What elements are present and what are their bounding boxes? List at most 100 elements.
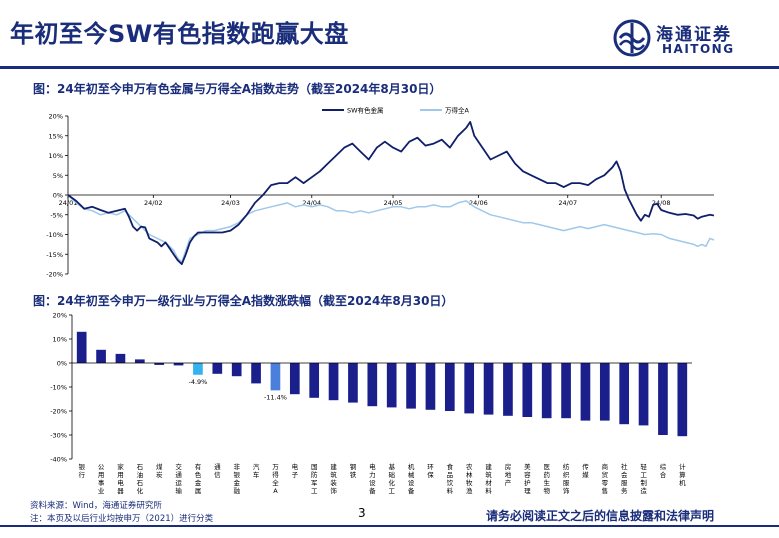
bar (328, 363, 339, 401)
bar (444, 363, 455, 411)
category-label: 非银金融 (233, 462, 240, 495)
bar-chart: 20% 10% 0% -10% -20% -30% -40% 银行 公用事业 家用电器 石油石化 煤炭… (50, 312, 692, 495)
category-label: 交通运输 (175, 462, 182, 495)
category-label: 银行 (78, 462, 85, 479)
bar (96, 349, 106, 363)
category-label: 社会服务 (621, 462, 628, 495)
bar (677, 363, 688, 437)
y-tick-label: 10% (53, 336, 67, 344)
logo-chinese-name: 海通证券 (656, 25, 732, 45)
bar (483, 363, 494, 415)
bar-value-label: -11.4% (264, 393, 287, 401)
x-tick-label: 24/07 (558, 199, 577, 207)
bar (193, 363, 203, 375)
bar (134, 359, 145, 363)
category-label: 有色金属 (195, 462, 202, 495)
category-label: 综合 (660, 462, 667, 479)
y-tick-label: 15% (49, 132, 63, 140)
haitong-emblem-icon (613, 19, 651, 57)
bar (251, 363, 261, 384)
y-tick-label: -10% (50, 384, 67, 392)
x-tick-label: 24/06 (469, 199, 488, 207)
category-label: 机械设备 (408, 462, 415, 495)
y-tick-label: -40% (50, 456, 67, 464)
bar (348, 363, 358, 403)
legend-label: SW有色金属 (347, 106, 384, 115)
category-label: 商贸零售 (602, 462, 609, 495)
category-label: 环保 (427, 463, 434, 479)
footer-divider (0, 525, 779, 527)
y-tick-label: -10% (46, 231, 63, 239)
bar (638, 363, 649, 426)
category-label: 纺织服饰 (563, 462, 570, 495)
legend-item: 万得全A (420, 106, 470, 115)
x-tick-label: 24/01 (59, 199, 78, 207)
x-tick-label: 24/02 (144, 199, 163, 207)
series-line-sw-nonferrous (67, 121, 715, 265)
classification-note: 注：本页及以后行业均按申万（2021）进行分类 (30, 514, 214, 524)
category-label: 电力设备 (369, 462, 376, 495)
bar (115, 353, 126, 363)
bar (270, 363, 281, 391)
bar (561, 363, 571, 419)
category-label: 医药生物 (543, 463, 550, 495)
bar (658, 363, 668, 435)
x-tick-label: 24/03 (221, 199, 240, 207)
bar (154, 363, 165, 365)
bar (619, 363, 630, 425)
y-tick-label: -20% (50, 408, 67, 416)
y-tick-label: -20% (46, 271, 63, 279)
haitong-logo: 海通证券 HAITONG (612, 18, 752, 60)
category-label: 家用电器 (117, 462, 124, 495)
y-tick-label: -5% (50, 211, 63, 219)
category-label: 万得全 A (272, 463, 279, 495)
legend-label: 万得全A (445, 106, 470, 115)
bar (580, 363, 591, 421)
category-label: 电子 (292, 462, 299, 479)
category-label: 农林牧渔 (466, 462, 473, 495)
page-number: 3 (358, 506, 366, 520)
line-chart: 20% 15% 10% 5% 0% -5% -10% -15% -20% 24/01 24/02 24… (46, 106, 715, 279)
category-label: 国防军工 (311, 463, 318, 495)
bar (425, 363, 436, 410)
category-label: 建筑材料 (485, 462, 492, 495)
category-label: 食品饮料 (447, 462, 454, 495)
bar (522, 363, 533, 417)
page-title: 年初至今SW有色指数跑赢大盘 (10, 20, 349, 48)
disclaimer: 请务必阅读正文之后的信息披露和法律声明 (486, 509, 715, 523)
bar (464, 363, 475, 414)
y-tick-label: 5% (53, 172, 63, 180)
bar (289, 363, 300, 395)
category-label: 钢铁 (350, 463, 357, 479)
header-divider (0, 66, 779, 69)
category-label: 轻工制造 (640, 462, 647, 495)
category-label: 通信 (214, 462, 221, 479)
category-label: 石油石化 (137, 463, 144, 495)
category-label: 公用事业 (98, 463, 105, 495)
category-label: 建筑装饰 (330, 462, 337, 495)
bar (386, 363, 397, 408)
bar (212, 363, 223, 374)
bar (541, 363, 552, 419)
bar (76, 331, 87, 363)
x-tick-label: 24/08 (652, 199, 671, 207)
bar-chart-title: 图：24年初至今申万一级行业与万得全A指数涨跌幅（截至2024年8月30日） (33, 294, 454, 308)
source-note: 资料来源：Wind，海通证券研究所 (30, 501, 162, 511)
bar-value-label: -4.9% (189, 378, 208, 386)
bar (173, 363, 184, 366)
bar (231, 363, 242, 377)
y-tick-label: 0% (53, 192, 63, 200)
y-tick-label: 20% (53, 312, 67, 320)
category-label: 煤炭 (156, 462, 163, 479)
y-tick-label: 0% (57, 360, 67, 368)
category-label: 汽车 (253, 462, 260, 479)
category-label: 房地产 (505, 462, 512, 487)
x-tick-label: 24/04 (302, 199, 321, 207)
legend-item: SW有色金属 (322, 106, 384, 115)
bar (599, 363, 610, 421)
category-label: 计算机 (679, 462, 686, 487)
logo-english-name: HAITONG (662, 42, 735, 56)
bar (367, 363, 378, 407)
category-label: 美容护理 (524, 462, 531, 495)
bar (406, 363, 416, 409)
